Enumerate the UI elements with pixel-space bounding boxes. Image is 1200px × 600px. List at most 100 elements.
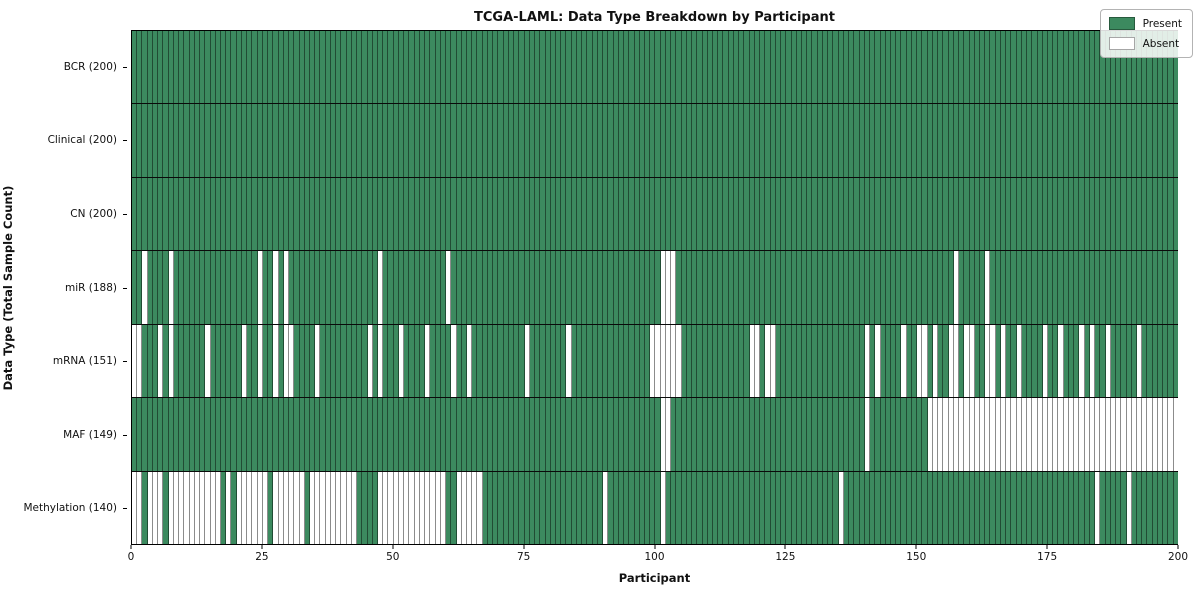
cell <box>613 471 619 544</box>
cell <box>194 177 201 251</box>
cell <box>990 251 996 324</box>
cell <box>849 324 855 398</box>
cell <box>1137 31 1143 104</box>
cell <box>817 398 823 471</box>
cell <box>268 177 274 251</box>
cell <box>733 471 740 544</box>
cell <box>498 104 504 177</box>
cell <box>901 177 907 251</box>
cell <box>1006 31 1012 104</box>
cell <box>540 177 546 251</box>
cell <box>702 251 708 324</box>
cell <box>545 324 551 398</box>
cell <box>833 471 839 544</box>
cell <box>200 398 206 471</box>
cell <box>770 104 776 177</box>
cell <box>1131 398 1137 471</box>
cell <box>749 31 755 104</box>
cell <box>241 398 248 471</box>
y-tick-mark <box>123 140 127 142</box>
cell <box>796 398 802 471</box>
cell <box>446 324 452 398</box>
cell <box>315 398 321 471</box>
cell <box>241 324 248 398</box>
cell <box>1084 31 1090 104</box>
cell <box>262 251 269 324</box>
cell <box>744 398 750 471</box>
cell <box>555 398 562 471</box>
cell <box>697 251 703 324</box>
cell <box>1173 471 1178 544</box>
cell <box>519 177 525 251</box>
cell <box>367 177 373 251</box>
cell <box>880 31 886 104</box>
cell <box>540 251 546 324</box>
cell <box>938 398 944 471</box>
cell <box>964 398 970 471</box>
cell <box>791 471 797 544</box>
cell <box>524 471 530 544</box>
cell <box>1079 31 1085 104</box>
cell <box>398 471 405 544</box>
cell <box>890 324 897 398</box>
cell <box>189 177 195 251</box>
cell <box>885 31 891 104</box>
cell <box>917 471 923 544</box>
cell <box>503 177 509 251</box>
cell <box>205 398 211 471</box>
cell <box>283 471 290 544</box>
cell <box>1126 398 1132 471</box>
cell <box>582 471 588 544</box>
cell <box>833 398 839 471</box>
cell <box>901 324 907 398</box>
cell <box>822 251 829 324</box>
legend: Present Absent <box>1099 9 1193 58</box>
cell <box>938 251 944 324</box>
cell <box>1110 104 1117 177</box>
cell <box>812 471 818 544</box>
cell <box>215 177 221 251</box>
cell <box>754 31 761 104</box>
cell <box>519 251 525 324</box>
cell <box>487 398 494 471</box>
cell <box>514 177 520 251</box>
cell <box>289 251 295 324</box>
cell <box>378 104 384 177</box>
cell <box>608 31 614 104</box>
cell <box>587 31 593 104</box>
cell <box>487 31 494 104</box>
cell <box>990 31 996 104</box>
cell <box>613 251 619 324</box>
cell <box>807 471 813 544</box>
cell <box>1006 324 1012 398</box>
cell <box>440 177 447 251</box>
cell <box>582 251 588 324</box>
cell <box>1000 177 1007 251</box>
cell <box>702 324 708 398</box>
cell <box>561 31 567 104</box>
cell <box>985 104 991 177</box>
present-swatch-icon <box>1108 17 1135 30</box>
cell <box>529 31 536 104</box>
cell <box>1032 104 1038 177</box>
cell <box>843 31 850 104</box>
cell <box>576 471 583 544</box>
cell <box>592 398 598 471</box>
cell <box>435 398 441 471</box>
cell <box>226 471 232 544</box>
cell <box>357 104 363 177</box>
cell <box>1011 324 1017 398</box>
cell <box>791 31 797 104</box>
cell <box>257 31 263 104</box>
cell <box>529 471 536 544</box>
cell <box>152 31 159 104</box>
cell <box>1079 398 1085 471</box>
cell <box>733 324 740 398</box>
cell <box>608 251 614 324</box>
cell <box>979 398 986 471</box>
cell <box>686 177 693 251</box>
cell <box>273 31 279 104</box>
cell <box>582 177 588 251</box>
cell <box>158 398 164 471</box>
cell <box>482 471 488 544</box>
